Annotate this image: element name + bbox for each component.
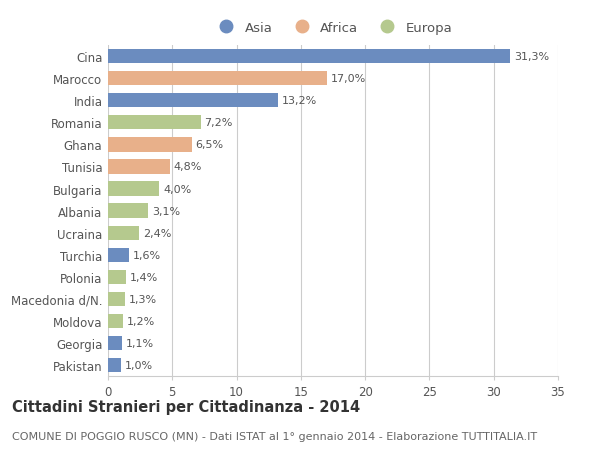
Bar — [108, 116, 200, 130]
Bar — [108, 160, 170, 174]
Text: 13,2%: 13,2% — [281, 96, 317, 106]
Bar — [108, 336, 122, 351]
Bar — [108, 138, 191, 152]
Bar — [108, 292, 125, 307]
Text: COMUNE DI POGGIO RUSCO (MN) - Dati ISTAT al 1° gennaio 2014 - Elaborazione TUTTI: COMUNE DI POGGIO RUSCO (MN) - Dati ISTAT… — [12, 431, 537, 442]
Bar — [108, 226, 139, 241]
Bar — [108, 248, 128, 263]
Text: 1,6%: 1,6% — [133, 250, 161, 260]
Text: 1,3%: 1,3% — [128, 294, 157, 304]
Text: 31,3%: 31,3% — [514, 52, 550, 62]
Text: 1,4%: 1,4% — [130, 272, 158, 282]
Text: 3,1%: 3,1% — [152, 206, 180, 216]
Text: 4,8%: 4,8% — [173, 162, 202, 172]
Text: 4,0%: 4,0% — [163, 184, 191, 194]
Text: 2,4%: 2,4% — [143, 228, 171, 238]
Bar — [108, 314, 124, 329]
Text: Cittadini Stranieri per Cittadinanza - 2014: Cittadini Stranieri per Cittadinanza - 2… — [12, 399, 360, 414]
Bar — [108, 50, 511, 64]
Text: 17,0%: 17,0% — [331, 74, 365, 84]
Text: 1,1%: 1,1% — [126, 338, 154, 348]
Bar — [108, 94, 278, 108]
Bar — [108, 72, 326, 86]
Text: 1,0%: 1,0% — [125, 360, 153, 370]
Bar — [108, 204, 148, 218]
Text: 7,2%: 7,2% — [205, 118, 233, 128]
Bar — [108, 182, 160, 196]
Bar — [108, 358, 121, 373]
Text: 1,2%: 1,2% — [127, 316, 155, 326]
Bar — [108, 270, 126, 285]
Legend: Asia, Africa, Europa: Asia, Africa, Europa — [211, 19, 455, 38]
Text: 6,5%: 6,5% — [196, 140, 224, 150]
